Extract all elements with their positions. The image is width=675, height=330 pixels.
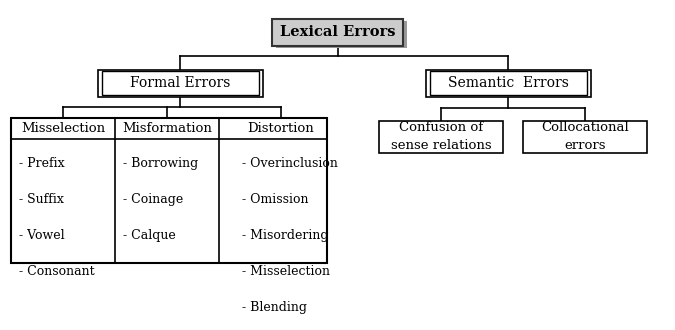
Text: Formal Errors: Formal Errors <box>130 76 230 90</box>
Bar <box>425 70 591 97</box>
Bar <box>101 71 259 95</box>
Text: - Borrowing

- Coinage

- Calque: - Borrowing - Coinage - Calque <box>123 157 198 243</box>
Text: Misselection: Misselection <box>21 122 105 135</box>
Text: Distortion: Distortion <box>247 122 314 135</box>
Bar <box>429 71 587 95</box>
Bar <box>97 70 263 97</box>
Text: Misformation: Misformation <box>122 122 212 135</box>
Text: Collocational
errors: Collocational errors <box>541 121 629 152</box>
Bar <box>523 121 647 153</box>
Bar <box>272 19 403 46</box>
Text: - Prefix

- Suffix

- Vowel

- Consonant: - Prefix - Suffix - Vowel - Consonant <box>19 157 95 279</box>
Bar <box>11 118 327 263</box>
Bar <box>379 121 503 153</box>
Text: Confusion of
sense relations: Confusion of sense relations <box>391 121 491 152</box>
Text: Semantic  Errors: Semantic Errors <box>448 76 568 90</box>
Text: - Overinclusion

- Omission

- Misordering

- Misselection

- Blending: - Overinclusion - Omission - Misordering… <box>242 157 338 314</box>
Text: Lexical Errors: Lexical Errors <box>279 25 396 39</box>
Bar <box>276 21 407 48</box>
